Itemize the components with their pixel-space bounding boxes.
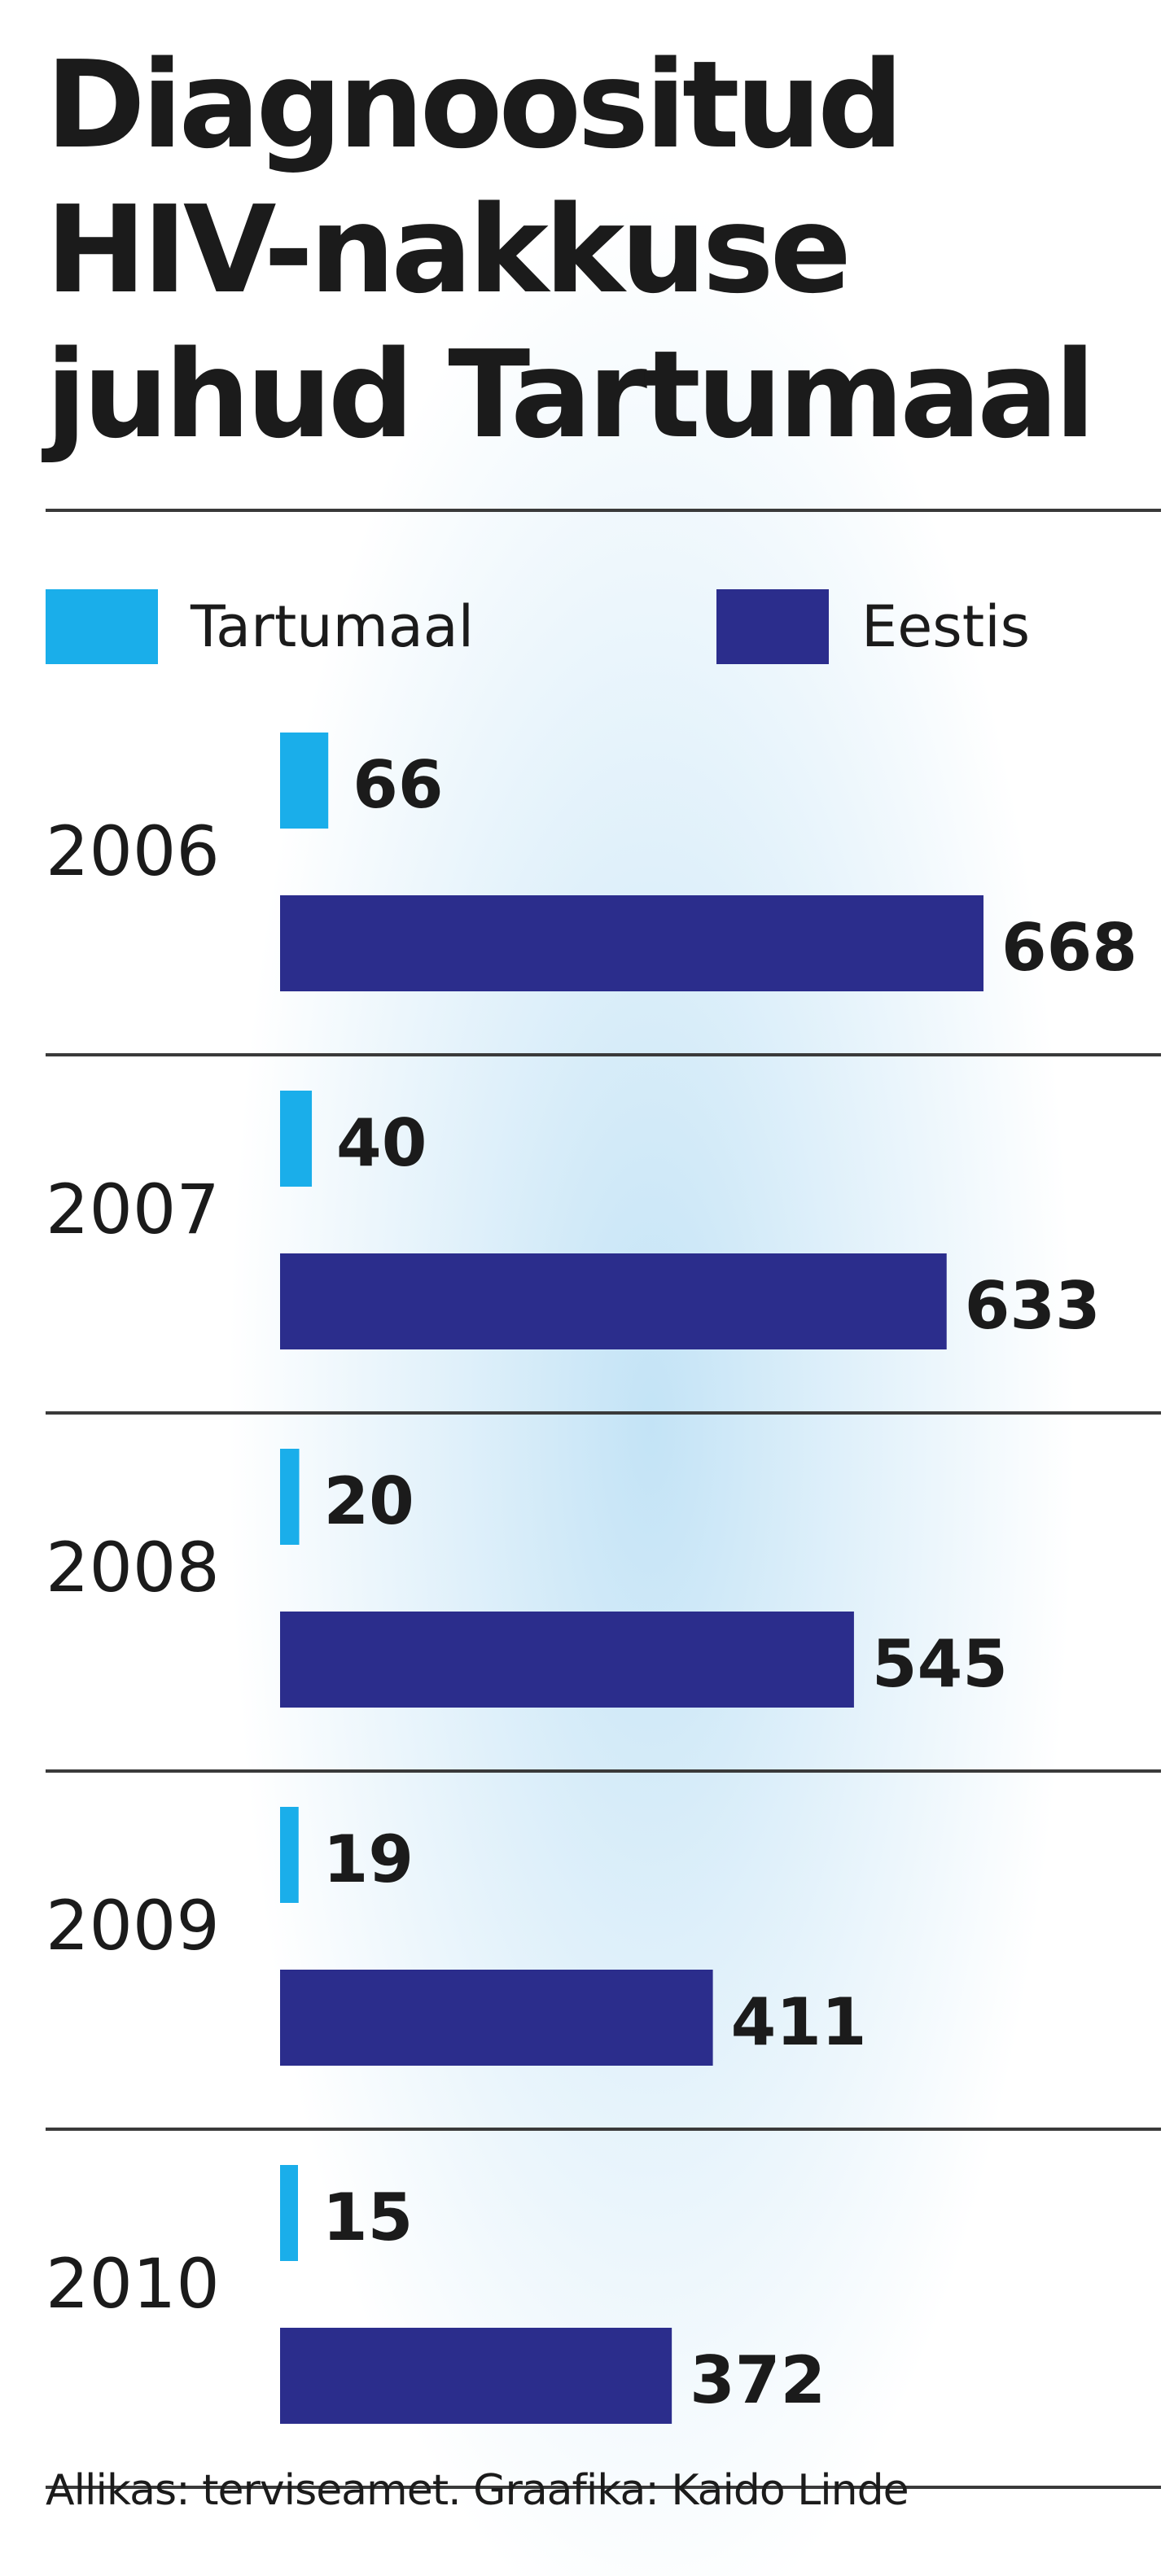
group-divider bbox=[46, 2128, 1161, 2131]
bottom-divider bbox=[46, 2486, 1161, 2489]
group-divider bbox=[46, 1053, 1161, 1056]
value-label-eestis-2007: 633 bbox=[965, 1268, 1101, 1344]
value-label-tartumaal-2006: 66 bbox=[353, 747, 443, 823]
legend-item-tartumaal: Tartumaal bbox=[46, 586, 474, 667]
legend-swatch-tartumaal bbox=[46, 589, 158, 664]
legend-item-eestis: Eestis bbox=[716, 586, 1030, 667]
title-line-3: juhud Tartumaal bbox=[46, 325, 1096, 465]
title-divider bbox=[46, 509, 1161, 512]
value-label-eestis-2006: 668 bbox=[1001, 910, 1137, 986]
bar-eestis-2010 bbox=[280, 2328, 672, 2424]
bar-eestis-2009 bbox=[280, 1970, 713, 2066]
bar-tartumaal-2007 bbox=[280, 1091, 313, 1187]
bar-eestis-2007 bbox=[280, 1253, 947, 1349]
year-label-2008: 2008 bbox=[46, 1528, 220, 1607]
title-line-2: HIV-nakkuse bbox=[46, 180, 852, 320]
value-label-tartumaal-2009: 19 bbox=[323, 1822, 414, 1897]
value-label-tartumaal-2010: 15 bbox=[322, 2180, 413, 2255]
legend-swatch-eestis bbox=[716, 589, 829, 664]
value-label-tartumaal-2007: 40 bbox=[336, 1105, 427, 1181]
bar-tartumaal-2006 bbox=[280, 733, 329, 829]
legend-label-tartumaal: Tartumaal bbox=[191, 593, 475, 660]
value-label-tartumaal-2008: 20 bbox=[324, 1463, 414, 1539]
source-credit: Allikas: terviseamet. Graafika: Kaido Li… bbox=[46, 2466, 909, 2515]
title-line-1: Diagnoositud bbox=[46, 35, 904, 175]
year-label-2009: 2009 bbox=[46, 1886, 220, 1966]
chart-title: Diagnoositud HIV-nakkuse juhud Tartumaal bbox=[46, 33, 1153, 467]
value-label-eestis-2010: 372 bbox=[690, 2342, 826, 2418]
bar-eestis-2008 bbox=[280, 1612, 854, 1708]
year-label-2006: 2006 bbox=[46, 811, 220, 891]
legend-label-eestis: Eestis bbox=[861, 593, 1031, 660]
bar-eestis-2006 bbox=[280, 895, 983, 991]
group-divider bbox=[46, 1411, 1161, 1415]
value-label-eestis-2008: 545 bbox=[872, 1626, 1008, 1702]
value-label-eestis-2009: 411 bbox=[731, 1984, 867, 2060]
bar-tartumaal-2009 bbox=[280, 1807, 299, 1903]
year-label-2010: 2010 bbox=[46, 2244, 220, 2324]
bar-tartumaal-2008 bbox=[280, 1449, 300, 1545]
year-label-2007: 2007 bbox=[46, 1170, 220, 1249]
group-divider bbox=[46, 1769, 1161, 1773]
bar-tartumaal-2010 bbox=[280, 2165, 298, 2261]
